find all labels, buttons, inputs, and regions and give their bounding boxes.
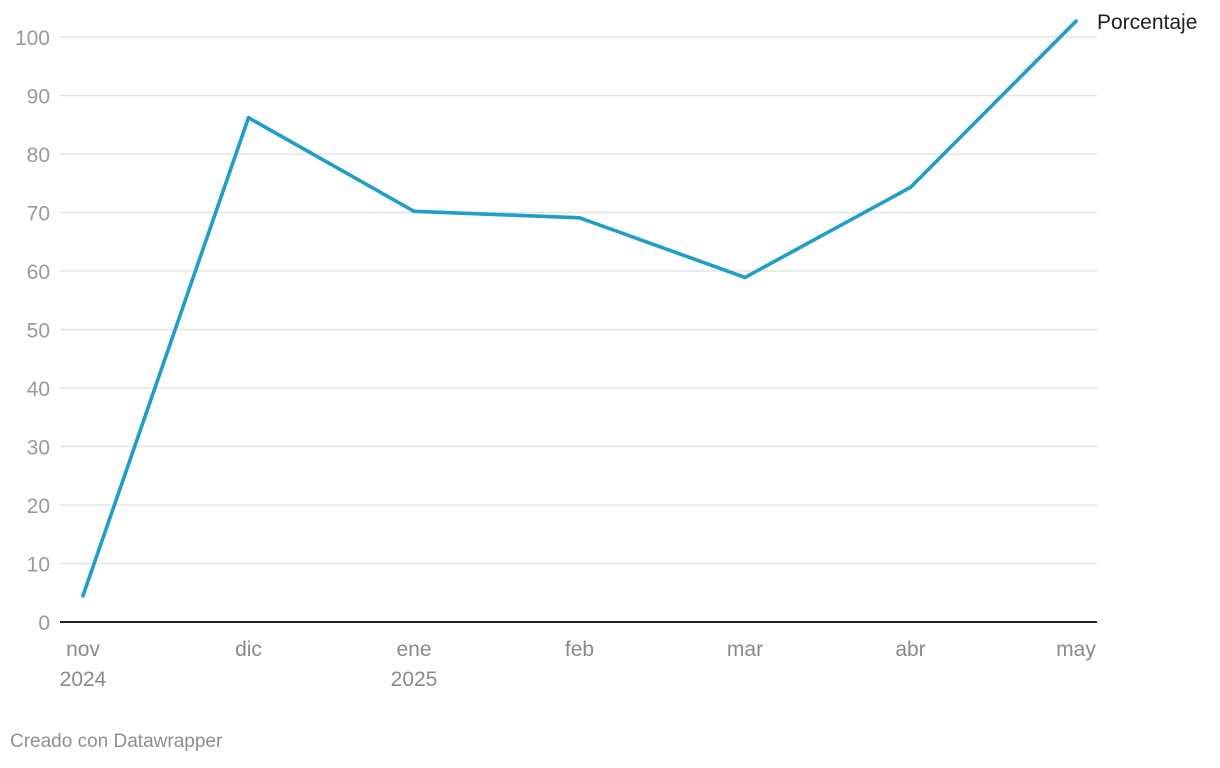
data-point (577, 215, 582, 220)
y-tick-label: 10 (27, 554, 50, 577)
series-layer: Porcentaje (81, 11, 1197, 598)
x-tick-label: abr (895, 638, 925, 661)
y-tick-label: 50 (27, 320, 50, 343)
data-point (412, 209, 416, 214)
data-point (1074, 19, 1078, 24)
y-axis-tick-labels: 0 10 20 30 40 50 60 70 80 90 100 (15, 27, 50, 635)
x-tick-label: ene 2025 (391, 638, 438, 691)
x-tick-label: dic (235, 638, 262, 661)
y-tick-label: 20 (27, 495, 50, 518)
grid-layer (60, 36, 1097, 623)
y-tick-label: 80 (27, 144, 50, 167)
x-tick-label: may (1056, 638, 1096, 661)
y-tick-label: 60 (27, 261, 50, 284)
data-point (81, 593, 85, 598)
line-chart: 0 10 20 30 40 50 60 70 80 90 100 nov 2024 dic ene 2025… (15, 11, 1197, 691)
y-tick-label: 70 (27, 203, 50, 226)
data-point (246, 115, 251, 120)
y-tick-label: 40 (27, 378, 50, 401)
series-line (81, 19, 1078, 598)
x-tick-label: feb (565, 638, 594, 661)
series-label: Porcentaje (1097, 11, 1197, 34)
x-tick-label: mar (727, 638, 763, 661)
y-tick-label: 30 (27, 437, 50, 460)
y-tick-label: 100 (15, 27, 50, 50)
y-tick-label: 90 (27, 86, 50, 109)
x-tick-label: nov 2024 (60, 638, 107, 691)
data-point (743, 275, 747, 280)
x-axis-tick-labels: nov 2024 dic ene 2025 feb mar abr may (60, 638, 1097, 691)
data-point (908, 185, 913, 190)
credit-text: Creado con Datawrapper (10, 731, 223, 752)
y-tick-label: 0 (38, 612, 50, 635)
